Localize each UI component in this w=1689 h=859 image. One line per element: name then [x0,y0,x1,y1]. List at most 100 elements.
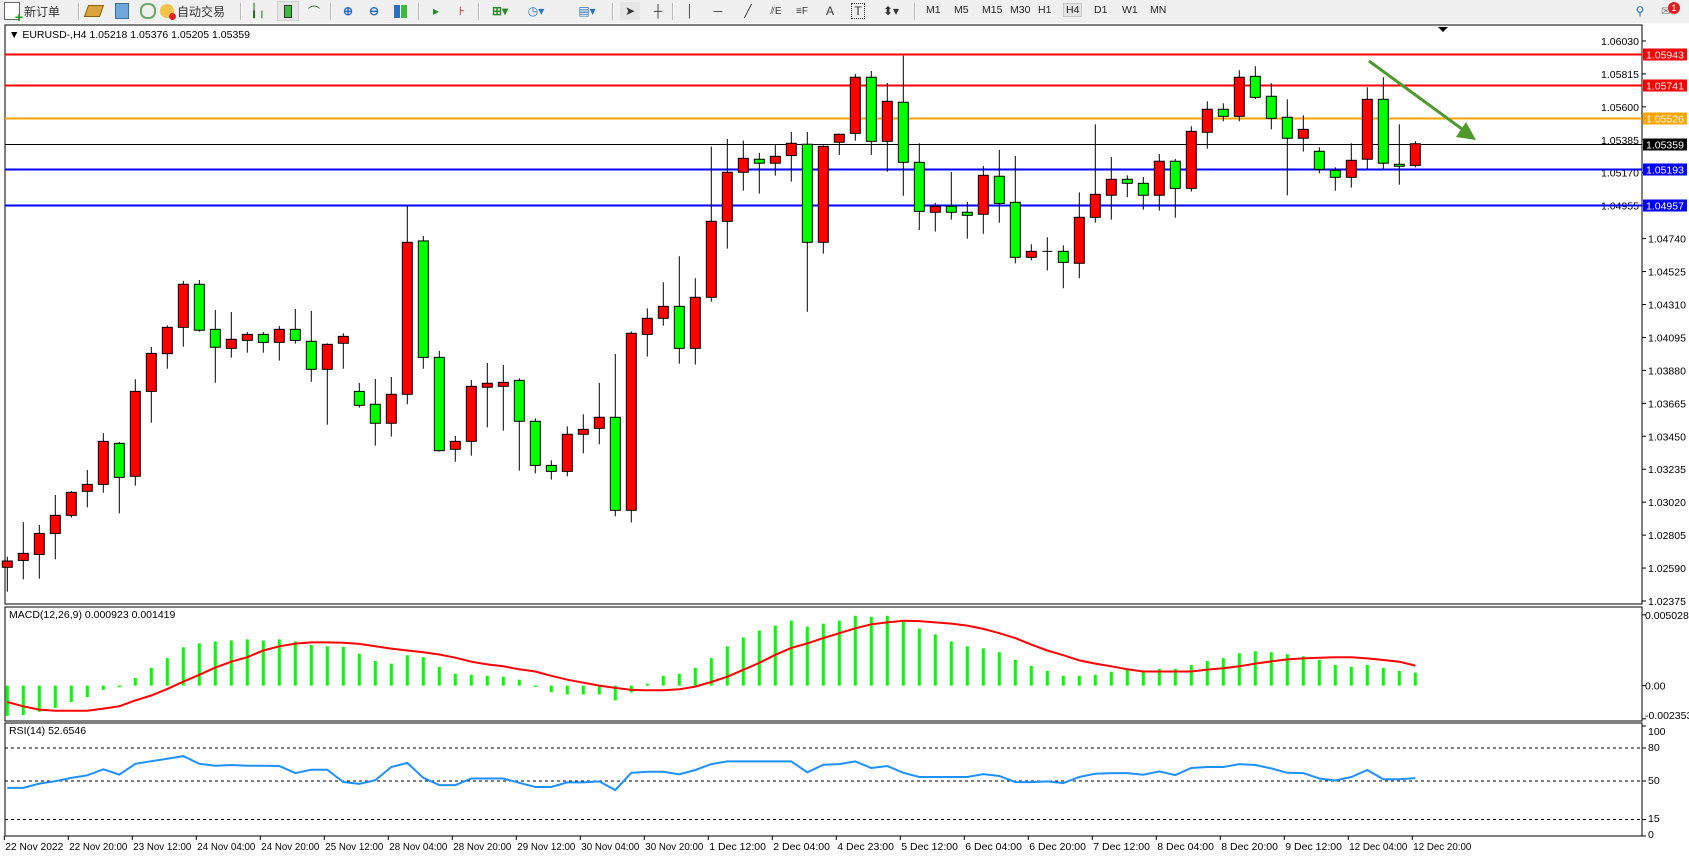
macd-histogram-bar [213,641,217,686]
trendline-icon: ╱ [744,4,752,18]
cursor-icon: ➤ [624,4,636,18]
annotation-arrow[interactable] [1368,59,1476,140]
candle-body [657,305,669,319]
price-tick-label: 1.05600 [1601,102,1639,114]
macd-histogram-bar [1269,652,1273,686]
candle-body [177,283,189,328]
indicators-button[interactable]: ⊞▾ [486,2,514,20]
timeframe-h4[interactable]: H4 [1062,3,1083,17]
candle-body [97,440,109,485]
macd-histogram-bar [1109,671,1113,686]
timeframe-m1[interactable]: M1 [926,4,941,16]
search-button[interactable]: ⚲ [1630,2,1650,20]
rsi-levels [5,747,1642,820]
macd-histogram-bar [5,685,9,716]
tile-windows-button[interactable] [390,2,410,20]
macd-tick-label: -0.002353 [1645,710,1689,722]
candle-body [545,464,557,472]
macd-histogram-bar [693,667,697,686]
timeframe-w1[interactable]: W1 [1122,4,1138,16]
macd-histogram-bar [389,663,393,686]
auto-trading-label: 自动交易 [177,4,226,19]
timeframe-m5[interactable]: M5 [954,4,969,16]
candle-body [17,552,29,561]
vertical-line-icon: │ [686,4,694,18]
macd-histogram-bar [165,658,169,686]
zoom-in-button[interactable]: ⊕ [338,2,358,20]
timeframe-m15[interactable]: M15 [982,4,1003,16]
candle [1042,237,1053,271]
candle [913,143,925,231]
trendline-button[interactable]: ╱ [738,2,758,20]
time-tick-label: 1 Dec 12:00 [709,841,766,853]
templates-button[interactable]: ▤▾ [572,2,602,20]
candle [833,133,845,155]
market-watch-button[interactable] [83,2,105,20]
price-tick-label: 1.06030 [1601,36,1639,48]
macd-histogram-bar [277,639,281,686]
periods-button[interactable]: ◷▾ [522,2,550,20]
new-order-button[interactable]: + 新订单 [4,2,86,24]
candle [1217,103,1229,122]
chart-shift-button[interactable]: ⊦ [452,2,472,20]
cursor-button[interactable]: ➤ [620,2,640,20]
candlestick-button[interactable] [277,1,299,21]
candle [1201,101,1213,149]
time-tick-label: 28 Nov 20:00 [453,841,511,853]
macd-histogram-bar [1029,665,1033,686]
candle [897,55,909,196]
price-tick-label: 1.02590 [1648,563,1686,575]
candle [193,279,205,332]
timeframe-h1[interactable]: H1 [1038,4,1052,16]
candle [1105,156,1117,220]
candle [289,308,301,344]
arrows-icon: ⬍▾ [882,4,900,18]
candle [1137,177,1149,210]
candle-body [1345,159,1357,178]
bar-chart-button[interactable]: ╽╷ [248,2,268,20]
candle-body [1,560,13,568]
candle-body [785,142,797,157]
price-panel[interactable]: 1.06030 1.05815 1.05600 1.05385 1.05170 1.049… [1,24,1687,608]
candle-body [209,328,221,348]
candle-body [369,403,381,424]
text-label-button[interactable]: T [848,2,868,20]
candle-body [881,100,893,142]
candle-body [1329,169,1341,178]
candle [257,331,269,353]
text-button[interactable]: A [820,2,840,20]
candle [881,82,893,172]
notifications-button[interactable]: ✉ [1656,2,1676,20]
price-tick-label: 1.04955 [1601,201,1639,213]
bar-chart-icon: ╽╷ [250,3,266,18]
fibo-expansion-button[interactable]: ⫽E [766,2,786,20]
candle [1313,147,1325,174]
timeframe-d1[interactable]: D1 [1094,4,1108,16]
signals-button[interactable] [138,2,158,20]
chart-window[interactable]: 1.06030 1.05815 1.05600 1.05385 1.05170 1.049… [0,23,1689,859]
rsi-panel[interactable]: 100 80 50 15 0 RSI(14) 52.6546 [4,722,1666,841]
horizontal-line-button[interactable]: ─ [708,2,728,20]
auto-trading-button[interactable]: 自动交易 [160,2,234,20]
timeframe-mn[interactable]: MN [1150,4,1167,16]
fibo-retracement-button[interactable]: ≡F [792,2,812,20]
line-chart-button[interactable]: ⌒ [304,2,324,20]
arrows-button[interactable]: ⬍▾ [876,2,906,20]
timeframe-m30[interactable]: M30 [1010,4,1031,16]
auto-scroll-button[interactable]: ▸ [426,2,446,20]
candle-body [1233,76,1245,117]
macd-histogram-bar [597,685,601,695]
price-line-label: 1.05526 [1646,114,1684,126]
macd-panel[interactable]: 0.005028 0.00 -0.002353 MACD(12,26,9) 0.00… [4,606,1689,722]
macd-histogram-bar [837,620,841,686]
zoom-out-button[interactable]: ⊖ [364,2,384,20]
navigator-button[interactable] [112,2,132,20]
vertical-line-button[interactable]: │ [680,2,700,20]
shift-marker-icon[interactable] [1438,27,1448,32]
candle-body [1201,108,1213,133]
candle [1121,175,1133,198]
candle-body [961,211,973,216]
candle-body [993,175,1005,204]
candle [49,494,61,560]
crosshair-button[interactable]: ┼ [648,2,668,20]
